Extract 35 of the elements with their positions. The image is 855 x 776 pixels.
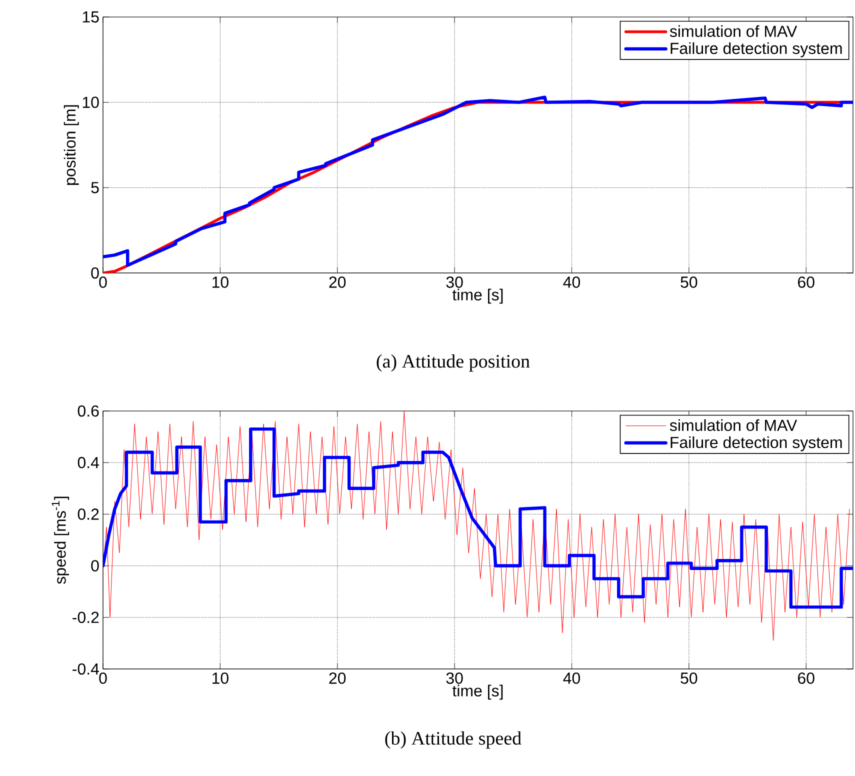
x-tick-label: 10 — [212, 672, 228, 684]
x-tick-label: 0 — [99, 672, 107, 684]
y-tick-label: 5 — [91, 182, 99, 194]
x-tick-label: 60 — [798, 276, 814, 288]
legend-label: Failure detection system — [670, 436, 842, 452]
y-tick-label: 0.2 — [78, 508, 99, 520]
y-tick-label: 0.6 — [78, 405, 99, 417]
x-axis-title: time [s] — [452, 684, 503, 700]
x-tick-label: 20 — [329, 276, 346, 288]
x-tick-label: 30 — [446, 276, 463, 288]
x-tick-label: 50 — [680, 672, 698, 684]
x-axis-title: time [s] — [452, 288, 503, 304]
legend-label: simulation of MAV — [670, 419, 798, 432]
text: (b) Attitude speed — [385, 731, 522, 749]
x-tick-label: 0 — [99, 276, 107, 288]
y-tick-label: 0.4 — [78, 456, 99, 468]
y-tick-label: 10 — [82, 96, 99, 108]
x-tick-label: 20 — [329, 672, 346, 684]
x-tick-label: 50 — [680, 276, 698, 288]
x-tick-label: 30 — [446, 672, 463, 684]
y-tick-label: 0 — [91, 267, 99, 279]
y-tick-label: 0 — [91, 560, 99, 572]
x-tick-label: 10 — [212, 276, 228, 288]
x-tick-label: 40 — [563, 672, 580, 684]
legend-label: simulation of MAV — [670, 25, 798, 37]
legend-label: Failure detection system — [670, 42, 842, 58]
text: (a) Attitude position — [376, 354, 530, 372]
y-axis-title: position [m] — [64, 105, 79, 185]
x-tick-label: 40 — [563, 276, 580, 288]
x-tick-label: 60 — [798, 672, 814, 684]
line-series — [103, 410, 850, 641]
y-axis-title: speed [ms$^{-1}$] — [52, 496, 70, 584]
y-tick-label: -0.2 — [72, 612, 99, 624]
y-tick-label: 15 — [82, 11, 99, 23]
y-tick-label: -0.4 — [72, 663, 99, 675]
